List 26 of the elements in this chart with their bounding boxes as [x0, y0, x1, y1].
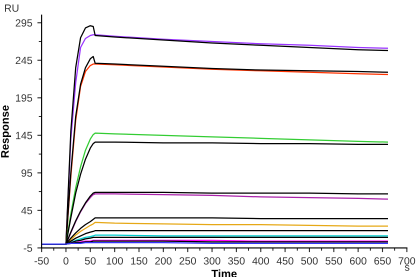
- x-tick-label: 300: [204, 257, 220, 265]
- x-tick-label: 450: [276, 257, 294, 265]
- x-tick-label: 50: [84, 257, 96, 265]
- x-tick-label: 700: [398, 257, 416, 265]
- text: RU: [5, 4, 18, 12]
- y-tick-label: 245: [16, 56, 32, 64]
- x-tick-label: 500: [301, 257, 318, 265]
- x-tick-label: 600: [350, 257, 366, 265]
- x-tick-label: 0: [63, 257, 68, 265]
- x-tick-label: 400: [252, 257, 270, 265]
- y-tick-label: 195: [16, 94, 32, 102]
- x-tick-label: 350: [228, 257, 245, 265]
- x-tick-label: -50: [34, 257, 49, 265]
- x-tick-label: 150: [131, 257, 148, 265]
- text: s: [404, 265, 410, 271]
- x-tick-label: 550: [326, 257, 342, 265]
- y-tick-label: 95: [21, 169, 32, 177]
- y-tick-label: -5: [24, 244, 32, 252]
- x-tick-label: 200: [155, 257, 172, 265]
- y-axis-title: Response: [1, 105, 12, 158]
- y-tick-label: 45: [21, 206, 32, 214]
- y-tick-label: 145: [16, 132, 32, 140]
- x-tick-label: 100: [106, 257, 123, 265]
- x-tick-label: 650: [374, 257, 391, 265]
- y-tick-label: 295: [16, 19, 32, 27]
- x-tick-label: 250: [180, 257, 196, 265]
